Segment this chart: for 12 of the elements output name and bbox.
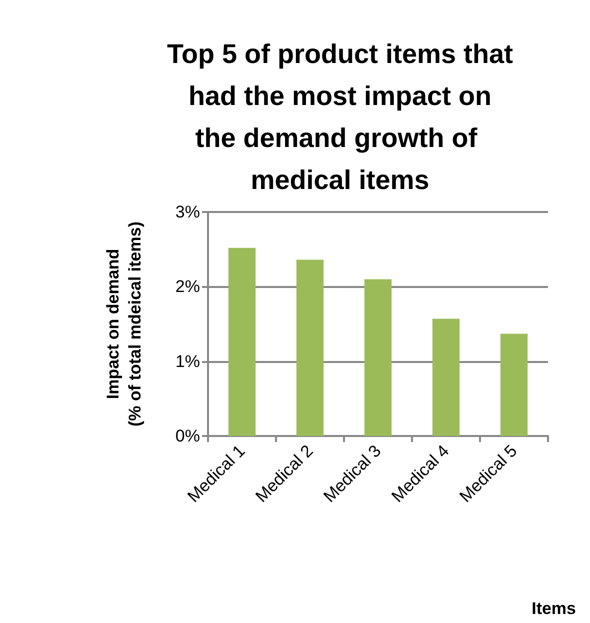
bar <box>228 248 256 436</box>
chart-title: Top 5 of product items that had the most impact on the demand growth of medical items <box>167 39 513 195</box>
bar <box>500 334 528 436</box>
bar <box>296 260 324 436</box>
y-tick-label: 2% <box>175 277 200 296</box>
y-tick-label: 3% <box>175 202 200 222</box>
bar <box>432 318 460 436</box>
y-tick-label: 0% <box>175 426 200 446</box>
bar <box>364 279 392 436</box>
text: Items <box>532 599 576 618</box>
y-axis-title: Impact on demand (% of total mdeical items) <box>104 222 144 426</box>
y-tick-label: 1% <box>175 352 200 371</box>
